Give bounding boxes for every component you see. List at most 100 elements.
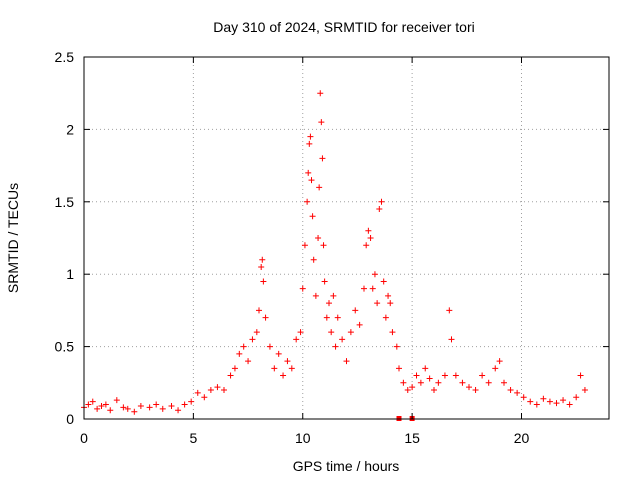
data-point — [356, 321, 363, 328]
data-point — [367, 235, 374, 241]
chart-title: Day 310 of 2024, SRMTID for receiver tor… — [213, 19, 474, 35]
data-point — [236, 350, 243, 357]
data-point — [553, 400, 560, 407]
data-point — [85, 401, 92, 408]
y-tick-label: 1 — [66, 266, 74, 282]
data-point — [275, 350, 282, 357]
data-point — [435, 379, 442, 386]
data-point — [175, 407, 182, 414]
data-point — [371, 271, 378, 278]
data-point — [309, 213, 316, 220]
data-point — [382, 314, 389, 321]
data-point — [297, 329, 304, 336]
data-point — [387, 300, 394, 307]
x-tick-label: 10 — [295, 430, 311, 446]
data-point — [310, 256, 317, 263]
data-point — [446, 307, 453, 314]
data-point — [299, 285, 306, 292]
data-point — [479, 372, 486, 379]
data-point — [431, 387, 437, 394]
data-point — [533, 401, 540, 408]
data-point — [448, 336, 455, 343]
data-point — [240, 343, 247, 350]
data-point — [308, 177, 315, 184]
data-point — [259, 256, 266, 263]
data-point — [330, 292, 337, 299]
data-point — [98, 402, 105, 409]
data-point — [168, 402, 175, 409]
data-point — [124, 405, 131, 412]
data-point — [207, 387, 214, 394]
data-point — [315, 235, 322, 241]
data-point — [426, 375, 433, 382]
data-point — [365, 227, 372, 234]
data-point — [280, 372, 287, 379]
data-point — [89, 398, 96, 405]
data-point — [514, 389, 521, 396]
data-point — [496, 358, 503, 365]
data-point — [343, 358, 350, 365]
data-point — [253, 329, 260, 336]
data-point — [307, 133, 314, 140]
axis-ticks: 0 0.5 1 1.5 2 2.5 0 5 10 15 20 — [55, 49, 609, 446]
data-point — [332, 343, 339, 350]
data-point — [249, 336, 256, 343]
x-tick-label: 0 — [80, 430, 88, 446]
data-point — [566, 401, 573, 408]
y-axis-label: SRMTID / TECUs — [5, 183, 21, 293]
data-point — [540, 395, 547, 402]
data-point — [328, 329, 335, 336]
data-point — [441, 372, 448, 379]
data-point — [131, 408, 138, 415]
data-point — [485, 379, 492, 386]
data-point — [317, 90, 324, 97]
data-point — [318, 119, 325, 126]
data-point — [393, 343, 400, 350]
data-point — [94, 405, 101, 412]
data-point — [293, 336, 300, 343]
data-point — [581, 387, 588, 394]
y-tick-label: 2 — [66, 121, 74, 137]
x-tick-label: 20 — [514, 430, 530, 446]
data-point — [378, 198, 385, 205]
data-point — [339, 336, 346, 343]
data-point — [352, 307, 359, 314]
data-point — [120, 404, 127, 411]
y-tick-label: 0.5 — [55, 339, 75, 355]
data-point — [422, 365, 429, 372]
data-point — [194, 389, 201, 396]
data-point — [221, 387, 227, 394]
data-point — [146, 404, 153, 411]
data-point — [363, 242, 370, 249]
data-point — [396, 365, 402, 372]
data-point — [380, 278, 387, 285]
data-point — [452, 372, 459, 379]
data-point — [137, 402, 144, 409]
data-point — [334, 314, 341, 321]
data-point — [304, 198, 311, 205]
data-point — [288, 365, 295, 372]
data-point — [361, 285, 367, 292]
data-point — [262, 314, 269, 321]
data-point — [413, 372, 420, 379]
data-point — [404, 387, 411, 394]
data-point — [312, 292, 319, 299]
data-point — [113, 397, 120, 404]
data-point — [417, 379, 424, 386]
data-point — [301, 242, 308, 249]
data-point — [409, 384, 416, 391]
data-point — [546, 398, 553, 405]
data-point — [560, 397, 567, 404]
data-point — [527, 398, 534, 405]
y-tick-label: 0 — [66, 411, 74, 427]
data-point — [102, 401, 109, 408]
data-point — [577, 372, 584, 379]
data-point — [573, 394, 580, 401]
data-point — [245, 358, 252, 365]
gridlines — [84, 57, 609, 419]
data-point — [231, 365, 238, 372]
data-point — [323, 314, 330, 321]
data-point — [284, 358, 291, 365]
